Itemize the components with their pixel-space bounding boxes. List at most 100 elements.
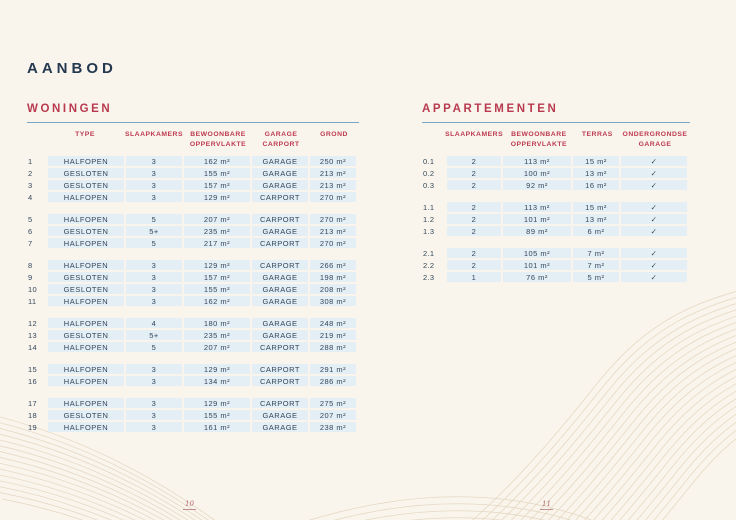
- table-cell-type: HALFOPEN: [48, 214, 124, 224]
- table-cell-grond: 270 m²: [310, 214, 356, 224]
- table-cell-oppervlakte: 157 m²: [184, 180, 250, 190]
- table-cell-slaapkamers: 3: [126, 180, 182, 190]
- table-row: 10 GESLOTEN 3 155 m² GARAGE 208 m²: [27, 284, 356, 294]
- table-row: 2.1 2 105 m² 7 m² ✓: [422, 248, 687, 258]
- table-cell-garage: CARPORT: [252, 214, 308, 224]
- table-cell-oppervlakte: 92 m²: [503, 180, 571, 190]
- table-cell-nr: 10: [28, 284, 37, 294]
- section-rule: [27, 122, 359, 123]
- table-cell-terras: 13 m²: [573, 168, 619, 178]
- table-cell-garage: CARPORT: [252, 342, 308, 352]
- table-cell-nr: 17: [28, 398, 37, 408]
- table-row: 16 HALFOPEN 3 134 m² CARPORT 286 m²: [27, 376, 356, 386]
- table-cell-grond: 266 m²: [310, 260, 356, 270]
- woningen-table: TYPE SLAAPKAMERS BEWOONBARE OPPERVLAKTE GAR…: [27, 128, 359, 434]
- table-cell-nr: 13: [28, 330, 37, 340]
- table-cell-type: GESLOTEN: [48, 284, 124, 294]
- table-row: 0.1 2 113 m² 15 m² ✓: [422, 156, 687, 166]
- table-cell-oppervlakte: 207 m²: [184, 342, 250, 352]
- table-cell-oppervlakte: 129 m²: [184, 398, 250, 408]
- table-cell-slaapkamers: 4: [126, 318, 182, 328]
- table-row: 19 HALFOPEN 3 161 m² GARAGE 238 m²: [27, 422, 356, 432]
- table-cell-terras: 15 m²: [573, 156, 619, 166]
- table-row: 4 HALFOPEN 3 129 m² CARPORT 270 m²: [27, 192, 356, 202]
- table-cell-type: HALFOPEN: [48, 318, 124, 328]
- table-row: 9 GESLOTEN 3 157 m² GARAGE 198 m²: [27, 272, 356, 282]
- table-cell-nr: 5: [28, 214, 33, 224]
- table-cell-ondergrondse_garage: ✓: [621, 168, 687, 178]
- table-row: 1 HALFOPEN 3 162 m² GARAGE 250 m²: [27, 156, 356, 166]
- table-cell-nr: 19: [28, 422, 37, 432]
- table-row: 1.3 2 89 m² 6 m² ✓: [422, 226, 687, 236]
- column-header: BEWOONBARE OPPERVLAKTE: [189, 131, 247, 148]
- table-cell-nr: 2.1: [423, 248, 435, 258]
- section-appartementen: APPARTEMENTEN SLAAPKAMERS BEWOONBARE OPPE…: [422, 103, 690, 292]
- table-cell-oppervlakte: 89 m²: [503, 226, 571, 236]
- table-cell-grond: 213 m²: [310, 226, 356, 236]
- table-cell-nr: 11: [28, 296, 37, 306]
- table-row: 1.2 2 101 m² 13 m² ✓: [422, 214, 687, 224]
- section-woningen: WONINGEN TYPE SLAAPKAMERS BEWOONBARE OPPER…: [27, 103, 359, 442]
- table-cell-slaapkamers: 3: [126, 284, 182, 294]
- page-number-left: 10: [183, 500, 196, 510]
- table-cell-slaapkamers: 2: [447, 156, 501, 166]
- table-cell-ondergrondse_garage: ✓: [621, 214, 687, 224]
- table-cell-nr: 0.3: [423, 180, 435, 190]
- table-cell-ondergrondse_garage: ✓: [621, 248, 687, 258]
- column-header: TYPE: [75, 131, 95, 138]
- table-cell-slaapkamers: 3: [126, 192, 182, 202]
- table-cell-nr: 0.1: [423, 156, 435, 166]
- table-cell-oppervlakte: 235 m²: [184, 226, 250, 236]
- table-cell-oppervlakte: 157 m²: [184, 272, 250, 282]
- table-cell-slaapkamers: 5: [126, 214, 182, 224]
- table-cell-ondergrondse_garage: ✓: [621, 180, 687, 190]
- table-cell-slaapkamers: 3: [126, 410, 182, 420]
- table-row: 0.3 2 92 m² 16 m² ✓: [422, 180, 687, 190]
- table-cell-nr: 14: [28, 342, 37, 352]
- table-cell-oppervlakte: 129 m²: [184, 364, 250, 374]
- table-cell-grond: 208 m²: [310, 284, 356, 294]
- table-cell-nr: 4: [28, 192, 33, 202]
- table-cell-type: GESLOTEN: [48, 180, 124, 190]
- table-cell-grond: 291 m²: [310, 364, 356, 374]
- table-cell-oppervlakte: 134 m²: [184, 376, 250, 386]
- table-cell-oppervlakte: 113 m²: [503, 202, 571, 212]
- table-cell-ondergrondse_garage: ✓: [621, 272, 687, 282]
- table-cell-garage: GARAGE: [252, 226, 308, 236]
- table-cell-slaapkamers: 2: [447, 214, 501, 224]
- table-cell-garage: GARAGE: [252, 168, 308, 178]
- table-cell-grond: 198 m²: [310, 272, 356, 282]
- table-cell-nr: 3: [28, 180, 33, 190]
- column-header: SLAAPKAMERS: [125, 131, 183, 138]
- table-cell-oppervlakte: 155 m²: [184, 284, 250, 294]
- table-cell-nr: 9: [28, 272, 33, 282]
- table-group: 8 HALFOPEN 3 129 m² CARPORT 266 m² 9 GESLOTEN 3 1…: [25, 258, 358, 308]
- table-cell-type: HALFOPEN: [48, 156, 124, 166]
- table-group: 17 HALFOPEN 3 129 m² CARPORT 275 m² 18 GESLOTEN…: [25, 396, 358, 434]
- page-number-right: 11: [540, 500, 553, 510]
- table-cell-type: HALFOPEN: [48, 342, 124, 352]
- table-row: 18 GESLOTEN 3 155 m² GARAGE 207 m²: [27, 410, 356, 420]
- table-cell-type: HALFOPEN: [48, 192, 124, 202]
- table-cell-garage: GARAGE: [252, 410, 308, 420]
- table-cell-terras: 7 m²: [573, 260, 619, 270]
- table-cell-slaapkamers: 2: [447, 248, 501, 258]
- table-cell-garage: CARPORT: [252, 364, 308, 374]
- table-cell-nr: 2.3: [423, 272, 435, 282]
- table-header: SLAAPKAMERS BEWOONBARE OPPERVLAKTE TERRAS O…: [420, 128, 690, 152]
- table-cell-garage: CARPORT: [252, 192, 308, 202]
- table-cell-nr: 18: [28, 410, 37, 420]
- table-cell-nr: 1.3: [423, 226, 435, 236]
- column-header: ONDERGRONDSE GARAGE: [622, 131, 688, 148]
- column-header: SLAAPKAMERS: [445, 131, 504, 138]
- table-cell-garage: GARAGE: [252, 284, 308, 294]
- table-cell-type: HALFOPEN: [48, 238, 124, 248]
- table-group: 1 HALFOPEN 3 162 m² GARAGE 250 m² 2 GESLOTEN 3 15…: [25, 154, 358, 204]
- table-cell-slaapkamers: 3: [126, 260, 182, 270]
- table-cell-oppervlakte: 100 m²: [503, 168, 571, 178]
- table-row: 2.3 1 76 m² 5 m² ✓: [422, 272, 687, 282]
- table-cell-slaapkamers: 3: [126, 168, 182, 178]
- table-cell-grond: 275 m²: [310, 398, 356, 408]
- table-cell-oppervlakte: 155 m²: [184, 168, 250, 178]
- table-cell-slaapkamers: 2: [447, 168, 501, 178]
